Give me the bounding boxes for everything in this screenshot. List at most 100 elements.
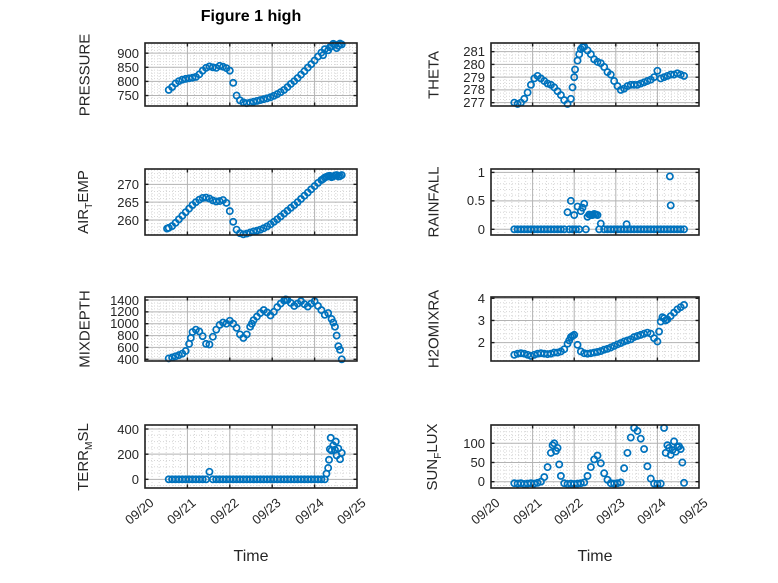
data-point [266,93,275,102]
data-point [620,84,629,93]
data-point [246,228,255,237]
data-point [252,96,261,105]
data-point [676,303,685,312]
y-axis-label-segment: TERR [75,449,93,491]
data-point [610,341,619,350]
data-point [530,479,539,488]
data-point [332,171,341,180]
data-point [600,63,609,71]
data-point [566,479,575,488]
y-axis-label-terr-msl: TERRMSL [75,423,95,491]
y-axis-label-h2omixra: H2OMIXRA [426,290,443,368]
data-point [286,299,295,307]
data-point [670,225,678,234]
data-point [219,318,227,327]
data-point [540,77,549,85]
data-point [205,467,214,476]
data-point [195,70,204,79]
major-grid [491,169,699,235]
data-point [513,479,522,488]
y-tick-label: 260 [117,212,139,228]
data-point [256,96,265,105]
data-point [314,301,322,310]
data-point [580,42,589,51]
data-point [232,475,241,484]
data-point [300,475,309,484]
data-point [273,90,282,99]
y-tick-label: 0 [131,471,139,487]
data-point [236,330,244,339]
data-point [653,337,662,346]
data-point [324,309,333,318]
data-point [283,83,292,92]
data-point [229,217,238,226]
data-point [633,80,642,89]
data-point [185,339,194,348]
data-point [670,70,678,79]
data-point [314,52,322,61]
data-point [665,443,673,452]
data-point [678,458,687,467]
data-point [630,80,639,89]
axes-box [144,168,358,236]
data-point [188,73,197,82]
data-point [623,82,632,91]
data-point [653,225,662,234]
data-point [249,97,258,106]
data-point [650,225,659,234]
data-point [293,198,302,207]
data-point [293,299,302,308]
data-point [546,225,555,234]
data-point [300,300,309,309]
y-tick-label: 850 [117,59,139,75]
tick-marks [491,43,699,106]
data-point [556,225,565,234]
data-point [613,479,622,488]
tick-marks [491,169,699,235]
data-point [560,225,569,234]
data-point [650,73,659,82]
data-point [576,347,585,356]
y-tick-label: 800 [117,328,139,344]
data-point [222,475,231,484]
data-point [623,336,632,345]
data-point [663,315,672,324]
x-tick-label: 09/24 [291,495,327,528]
data-point [242,229,251,238]
data-point [573,202,582,211]
x-axis-label-right: Time [577,548,613,565]
data-point [266,220,275,229]
data-point [513,225,522,234]
data-point [590,209,599,218]
data-point [215,320,224,329]
data-point [553,225,562,234]
tick-marks [145,425,357,488]
data-point [259,475,268,484]
data-point [236,229,244,238]
data-point [164,223,173,232]
data-point [229,319,238,328]
data-point [590,55,599,64]
data-point [290,301,299,310]
data-point [242,475,251,484]
data-point [249,316,258,325]
y-tick-label: 277 [463,95,485,111]
y-axis-label-segment: RAINFALL [425,166,443,238]
tick-marks [491,297,699,361]
x-tick-label: 09/25 [334,495,369,528]
data-point [533,71,542,80]
data-point [307,60,316,69]
y-tick-label: 279 [463,69,485,85]
y-axis-label-segment: AIR [75,208,93,234]
data-point [303,302,312,311]
data-point [317,48,326,57]
data-point [280,475,289,484]
y-axis-label-mixdepth: MIXDEPTH [77,290,94,368]
data-point [252,312,261,321]
minor-grid [145,169,357,235]
data-markers [510,301,688,360]
data-point [603,68,612,77]
data-point [593,211,602,220]
data-point [566,196,575,205]
